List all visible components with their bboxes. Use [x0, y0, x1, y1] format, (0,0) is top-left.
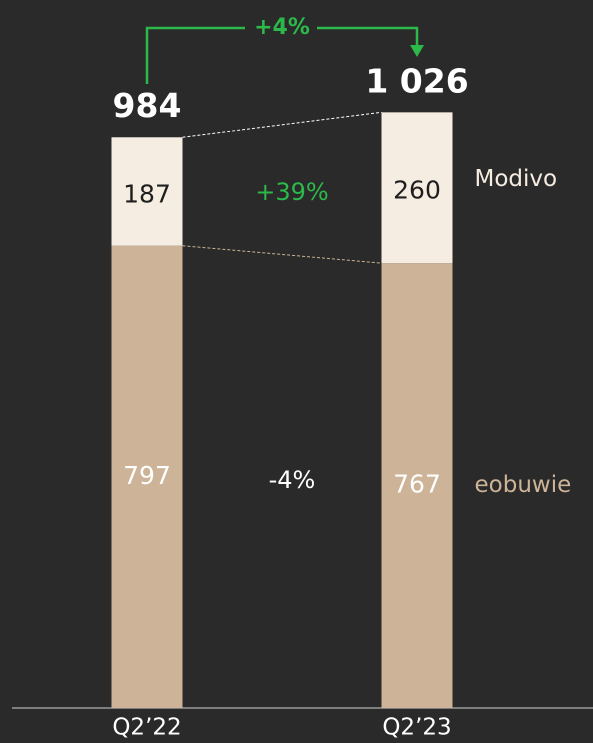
- bar-segment: [111, 137, 183, 246]
- legend-label: eobuwie: [475, 472, 572, 498]
- bar-segment: [111, 245, 183, 709]
- arrow-head: [410, 45, 424, 57]
- legend-label: Modivo: [475, 166, 558, 192]
- annotation: -4%: [269, 466, 316, 494]
- label-bg: [245, 14, 317, 42]
- segment-label: 797: [123, 461, 171, 490]
- annotation: +4%: [254, 15, 310, 40]
- bar-segment: [381, 112, 453, 264]
- category-label: Q2’22: [112, 715, 181, 741]
- segment-label: 260: [393, 176, 441, 205]
- category-label: Q2’23: [382, 715, 451, 741]
- segment-label: 187: [123, 180, 171, 209]
- connector: [182, 245, 382, 264]
- total-label: 1 026: [365, 61, 468, 100]
- segment-label: 767: [393, 470, 441, 499]
- connector: [182, 111, 382, 138]
- total-label: 984: [113, 86, 182, 125]
- annotation: +39%: [255, 178, 328, 206]
- bar-segment: [381, 263, 453, 708]
